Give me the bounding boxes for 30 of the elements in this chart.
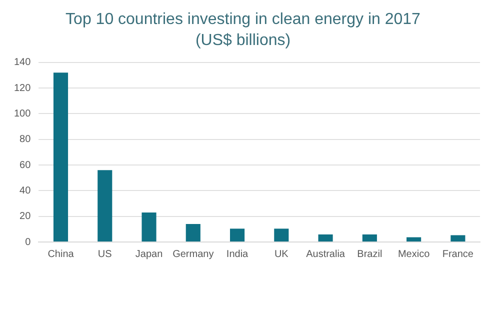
bar [142, 212, 156, 242]
chart-title: Top 10 countries investing in clean energy in 2017 [66, 11, 421, 28]
x-tick-label: UK [274, 248, 289, 260]
bar [274, 228, 289, 242]
x-tick-label: US [98, 248, 112, 260]
y-tick-label: 120 [14, 82, 32, 94]
bar [53, 72, 68, 242]
bar [318, 234, 333, 242]
x-tick-label: Australia [306, 248, 346, 260]
y-tick-label: 140 [14, 57, 32, 68]
bar [230, 228, 245, 242]
x-tick-label: India [226, 248, 249, 260]
x-tick-label: Japan [135, 248, 163, 260]
y-tick-label: 100 [14, 108, 32, 120]
bar [362, 234, 377, 242]
x-tick-label: Germany [172, 248, 214, 260]
y-tick-label: 20 [20, 211, 32, 222]
y-tick-label: 40 [20, 185, 32, 196]
y-tick-label: 80 [20, 134, 32, 146]
x-tick-label: Brazil [357, 248, 382, 260]
bar [186, 224, 200, 242]
chart-subtitle: (US$ billions) [195, 32, 291, 50]
x-tick-label: China [48, 248, 74, 260]
x-tick-label: France [442, 248, 474, 260]
x-tick-label: Mexico [398, 248, 430, 260]
bar [406, 237, 422, 242]
y-tick-label: 60 [20, 160, 32, 171]
bar [98, 170, 112, 242]
bar [450, 235, 466, 242]
y-tick-label: 0 [25, 236, 32, 248]
